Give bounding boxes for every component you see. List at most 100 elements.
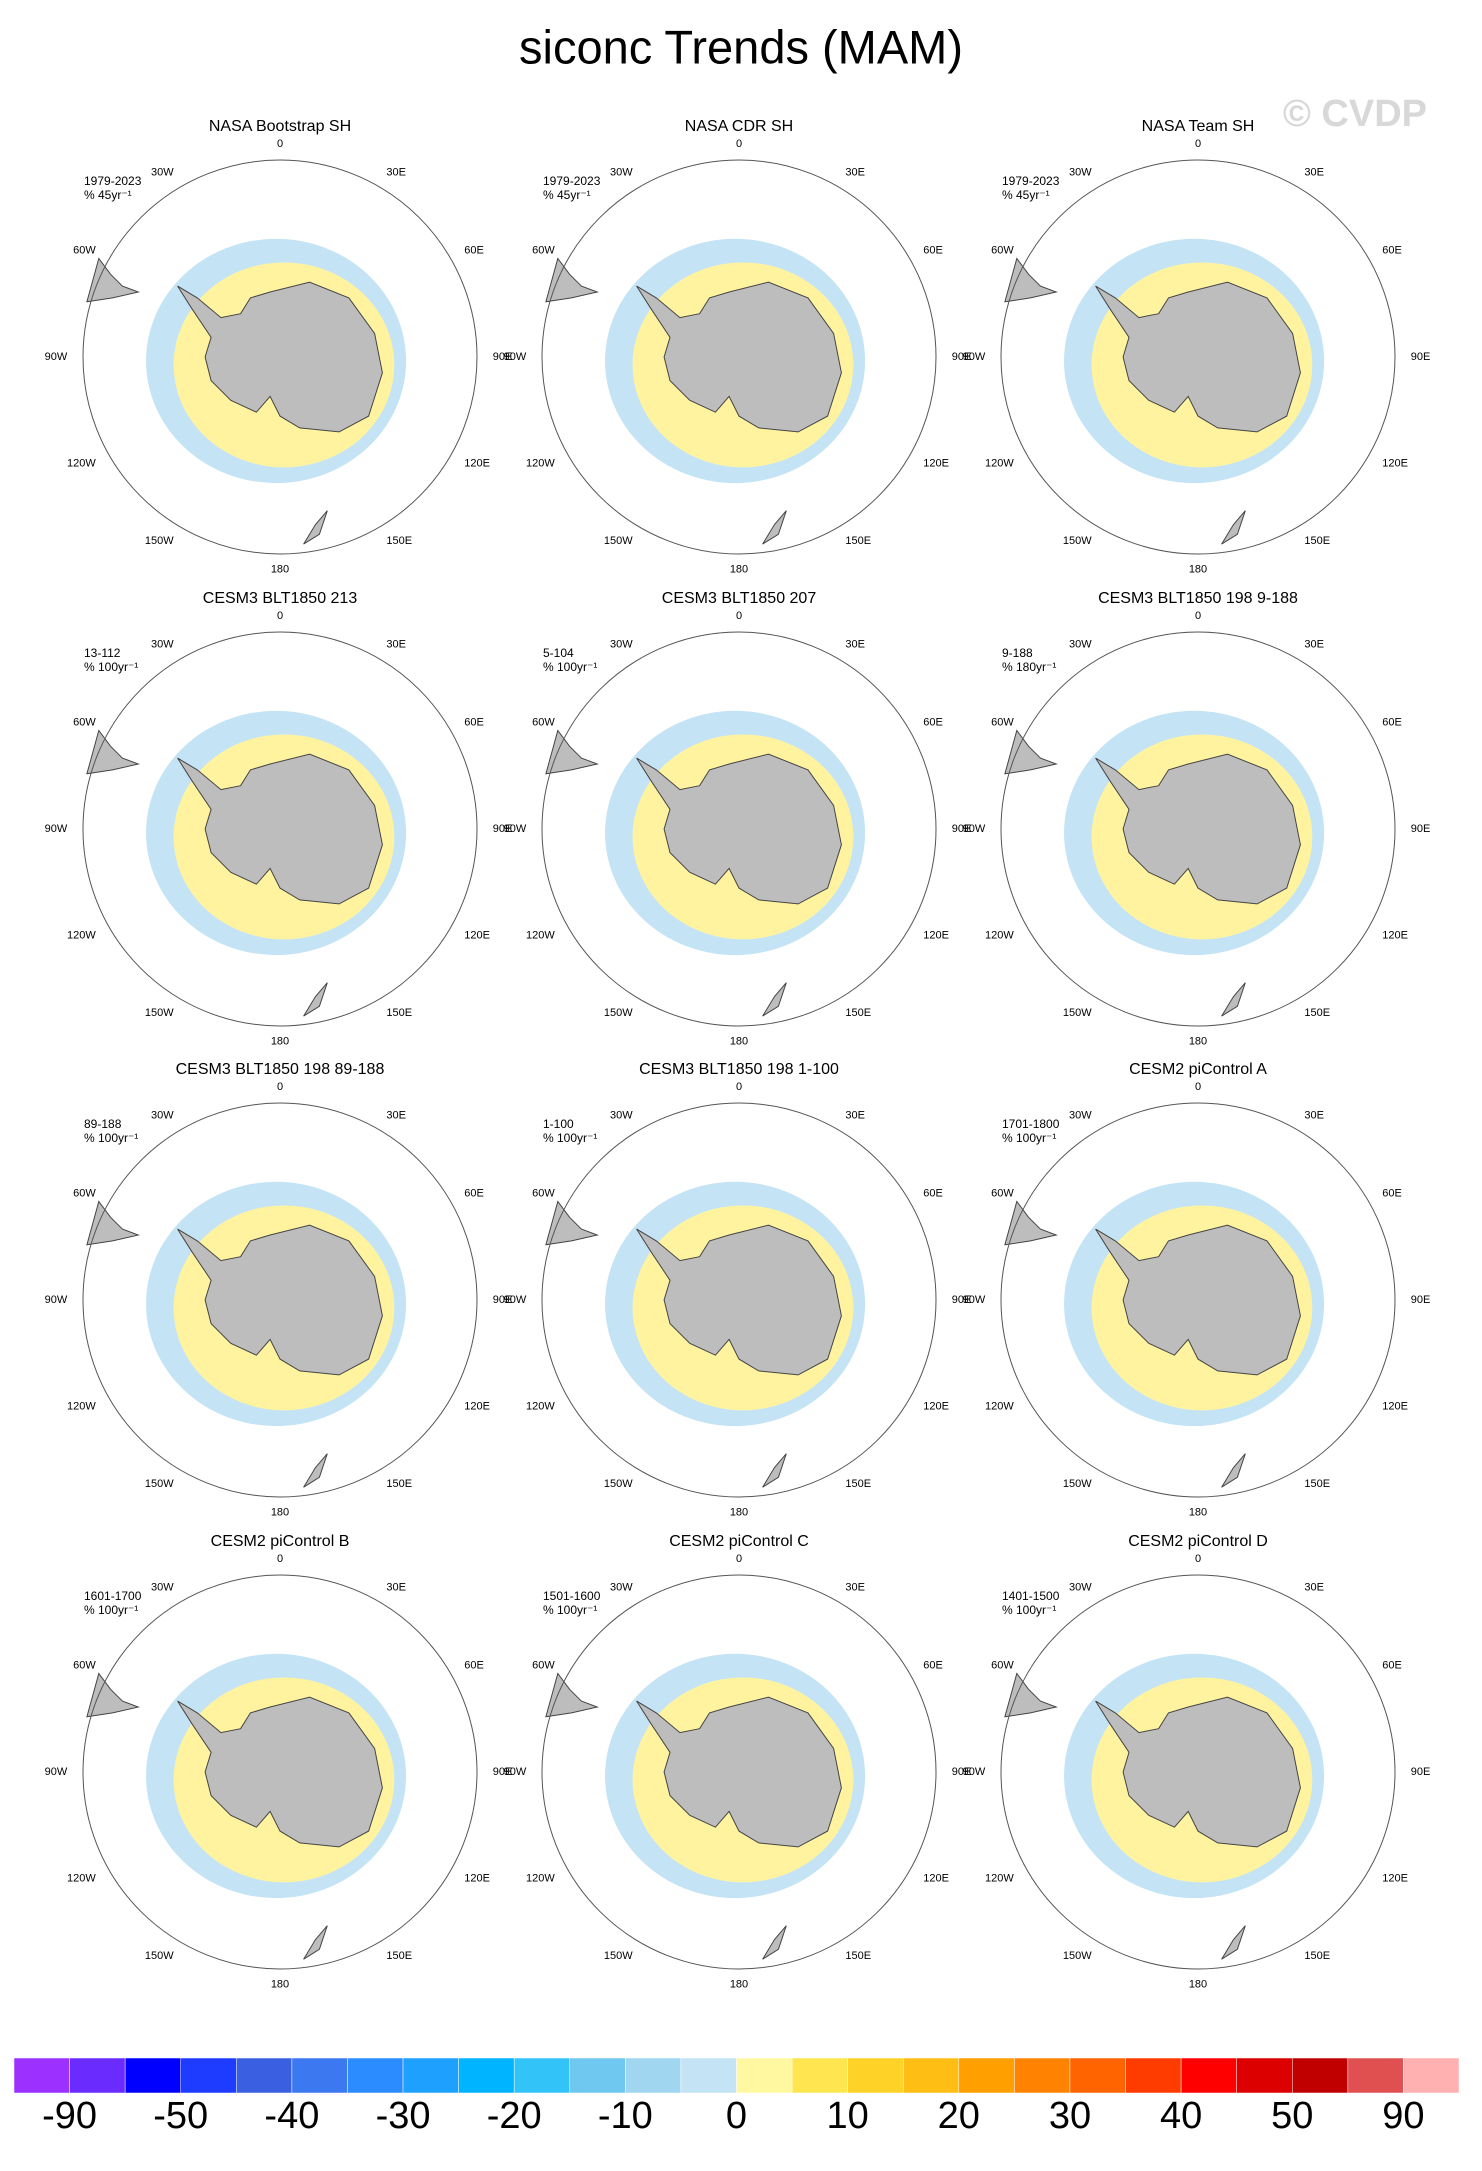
south-america [545,1672,599,1718]
colorbar-label: -90 [42,2095,97,2137]
longitude-label: 30E [845,639,865,651]
colorbar-swatch [180,2057,237,2094]
panel-title: NASA CDR SH [685,118,793,135]
longitude-label: 30E [1304,639,1324,651]
colorbar-swatch [13,2057,70,2094]
longitude-label: 150E [1304,1007,1330,1019]
longitude-label: 30W [610,639,633,651]
longitude-label: 60W [532,1188,555,1200]
longitude-label: 30W [1069,167,1092,179]
colorbar-swatch [124,2057,181,2094]
antarctica [1095,281,1301,433]
longitude-label: 90E [493,351,513,363]
panel-title: CESM3 BLT1850 207 [662,590,817,607]
longitude-label: 150E [845,535,871,547]
longitude-label: 60W [73,1660,96,1672]
longitude-label: 30E [1304,167,1324,179]
south-america [545,1200,599,1246]
longitude-label: 90E [1411,351,1431,363]
map-boundary [1000,1102,1396,1498]
period-label: 1401-1500 [1002,1589,1060,1603]
longitude-label: 0 [277,138,283,150]
longitude-label: 120W [67,457,96,469]
south-america [86,729,140,775]
longitude-label: 60E [464,717,484,729]
colorbar-swatch [236,2057,293,2094]
longitude-label: 120E [1382,929,1408,941]
map-panel: CESM3 BLT1850 198 1-100 1-100% 100yr⁻¹ 0 30… [504,1061,972,1518]
longitude-label: 30E [386,1110,406,1122]
longitude-label: 120E [464,457,490,469]
south-america [86,257,140,303]
longitude-label: 150E [386,535,412,547]
new-zealand [762,510,787,545]
longitude-label: 30W [151,1582,174,1594]
colorbar-label: 50 [1271,2095,1313,2137]
longitude-label: 30W [151,639,174,651]
longitude-label: 60E [464,245,484,257]
map-boundary [1000,1574,1396,1970]
colorbar-swatch [1292,2057,1349,2094]
new-zealand [762,1453,787,1488]
longitude-label: 30W [610,167,633,179]
longitude-label: 120E [923,457,949,469]
longitude-label: 90E [493,823,513,835]
map-panel: CESM2 piControl B 1601-1700% 100yr⁻¹ 0 30E 6… [45,1533,513,1990]
units-label: % 100yr⁻¹ [84,1603,138,1617]
longitude-label: 180 [730,1036,748,1048]
colorbar-label: 0 [726,2095,747,2137]
longitude-label: 180 [1189,1507,1207,1519]
longitude-label: 0 [1195,610,1201,622]
south-america [1004,729,1058,775]
longitude-label: 120W [985,457,1014,469]
longitude-label: 30W [151,1110,174,1122]
colorbar-label: 30 [1049,2095,1091,2137]
longitude-label: 180 [730,564,748,576]
units-label: % 100yr⁻¹ [543,1603,597,1617]
map-boundary [541,631,937,1027]
longitude-label: 120W [526,1872,555,1884]
colorbar-swatch [847,2057,904,2094]
longitude-label: 120W [985,929,1014,941]
longitude-label: 150E [845,1007,871,1019]
longitude-label: 150W [1063,1478,1092,1490]
colorbar-swatch [1347,2057,1404,2094]
longitude-label: 150W [604,1478,633,1490]
longitude-label: 120E [923,1872,949,1884]
colorbar-label: 90 [1382,2095,1424,2137]
new-zealand [1221,982,1246,1017]
units-label: % 180yr⁻¹ [1002,660,1056,674]
map-panel: CESM3 BLT1850 213 13-112% 100yr⁻¹ 0 30E 60E 9… [45,590,513,1047]
panel-title: CESM2 piControl C [669,1533,809,1550]
map-boundary [541,1102,937,1498]
longitude-label: 150E [845,1950,871,1962]
south-america [545,729,599,775]
longitude-label: 60E [1382,1188,1402,1200]
panel-title: CESM3 BLT1850 198 9-188 [1098,590,1298,607]
colorbar-swatch [291,2057,348,2094]
longitude-label: 120E [464,929,490,941]
colorbar-label: -40 [264,2095,319,2137]
longitude-label: 180 [271,564,289,576]
colorbar-swatch [569,2057,626,2094]
longitude-label: 90E [493,1294,513,1306]
map-panel: CESM3 BLT1850 198 9-188 9-188% 180yr⁻¹ 0 30… [963,590,1431,1047]
map-panel: CESM2 piControl C 1501-1600% 100yr⁻¹ 0 30E 6… [504,1533,972,1990]
longitude-label: 150W [1063,1950,1092,1962]
longitude-label: 30E [386,167,406,179]
longitude-label: 90W [45,1294,68,1306]
longitude-label: 30E [386,1582,406,1594]
antarctica [636,281,842,433]
longitude-label: 120W [526,929,555,941]
panel-title: CESM2 piControl A [1129,1061,1267,1078]
new-zealand [303,1925,328,1960]
longitude-label: 120W [67,929,96,941]
antarctica [636,753,842,905]
longitude-label: 90E [952,823,972,835]
colorbar-swatch [1069,2057,1126,2094]
colorbar-label: 40 [1160,2095,1202,2137]
south-america [1004,1200,1058,1246]
longitude-label: 60E [1382,1660,1402,1672]
antarctica [636,1696,842,1848]
